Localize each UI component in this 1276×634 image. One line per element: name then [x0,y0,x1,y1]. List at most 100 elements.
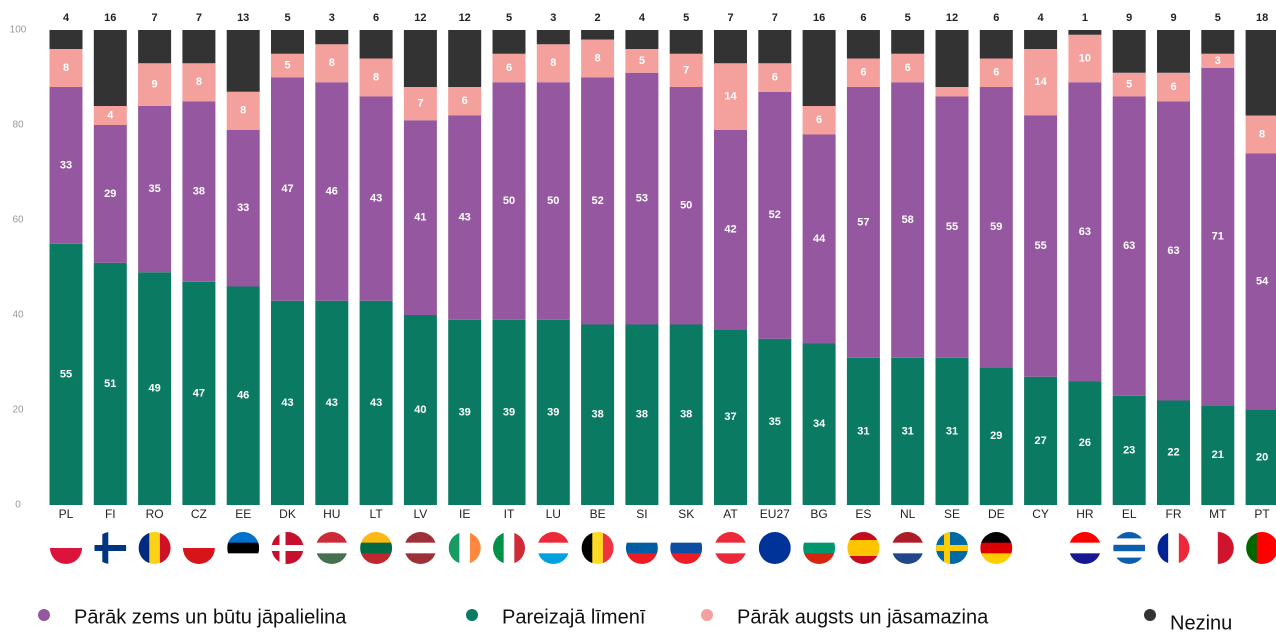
value-label: 31 [857,425,869,437]
value-label: 18 [1256,12,1268,24]
flag [1246,532,1276,564]
value-label: 35 [769,416,781,428]
value-label: 39 [459,406,471,418]
bar-segment [846,357,880,505]
bar-segment [1201,405,1235,505]
flag-stripe [404,542,437,554]
value-label: 6 [373,12,379,24]
flag-stripe [360,542,393,554]
flag-stripe [503,532,515,564]
value-label: 55 [946,221,958,233]
value-label: 6 [860,12,866,24]
value-label: 57 [857,216,869,228]
flag-stripe [891,542,924,554]
bar-segment [802,134,836,344]
bar-segment [625,30,659,49]
bar-segment [315,44,349,83]
flag [227,532,260,564]
bar-segment [403,30,437,87]
flag-stripe [592,532,604,564]
bar-segment [979,367,1013,505]
value-label: 42 [724,223,736,235]
bar-segment [403,315,437,505]
value-label: 35 [148,183,160,195]
value-label: 6 [905,62,911,74]
value-label: 46 [326,185,338,197]
flag-stripe [537,553,570,564]
bar-segment [669,53,703,87]
value-label: 47 [193,387,205,399]
x-tick-label: RO [146,507,164,521]
bar-segment [1024,49,1058,116]
flag-stripe [1113,532,1146,539]
flag-stripe [360,553,393,564]
bar-segment [1112,96,1146,396]
flag [714,532,747,564]
flag-stripe [1113,557,1146,564]
bar-segment [1157,101,1190,401]
bar-segment [625,49,659,73]
flag-stripe [1068,553,1101,564]
flag [138,532,171,564]
flag-stripe [493,532,505,564]
flag-stripe [980,542,1013,554]
value-label: 5 [1126,79,1132,91]
bar-segment [846,30,880,59]
value-label: 3 [1215,55,1221,67]
flag-stripe [315,542,348,554]
value-label: 8 [373,71,379,83]
bar-segment [1112,72,1146,97]
x-tick-label: MT [1209,507,1227,521]
flag-stripe [714,532,747,544]
value-label: 14 [724,90,737,102]
legend-label: Nezinu [1170,612,1232,634]
flag [493,532,525,564]
bar-segment [226,286,260,505]
value-label: 4 [639,12,646,24]
flag-stripe [448,532,460,564]
x-tick-label: EU27 [760,507,790,521]
value-label: 44 [813,233,826,245]
flag-stripe [758,532,791,564]
value-label: 43 [281,397,293,409]
x-tick-label: SI [636,507,647,521]
bar-segment [315,300,349,505]
value-label: 14 [1034,76,1047,88]
x-tick-label: HU [323,507,340,521]
flag-stripe [470,532,481,564]
flag-stripe [149,532,161,564]
flag-stripe [1168,532,1180,564]
bar-segment [891,357,925,505]
x-tick-label: FI [105,507,116,521]
flag [50,532,82,564]
value-label: 43 [326,397,338,409]
value-label: 49 [148,383,160,395]
value-label: 38 [193,185,205,197]
flag-stripe [1157,532,1169,564]
bar-segment [536,319,570,505]
y-tick-label: 0 [15,500,21,511]
bar-segment [1024,115,1058,377]
bar-segment [359,30,393,59]
value-label: 54 [1256,276,1269,288]
value-label: 1 [1082,12,1088,24]
value-label: 6 [816,114,822,126]
legend-marker [38,609,50,621]
value-label: 7 [683,64,689,76]
flag-stripe [182,532,215,549]
bar-segment [581,39,615,78]
value-label: 58 [902,214,914,226]
value-label: 5 [1215,12,1221,24]
bar-segment [714,63,747,130]
flag [1157,532,1190,564]
flag-stripe [1068,532,1101,544]
bar-segment [714,30,747,64]
flag [936,532,968,564]
flag-stripe [315,532,348,544]
flag-stripe [537,542,570,554]
bar-segment [581,324,615,505]
value-label: 6 [993,12,999,24]
value-label: 38 [680,409,692,421]
value-label: 50 [680,200,692,212]
flag-stripe [625,542,658,554]
